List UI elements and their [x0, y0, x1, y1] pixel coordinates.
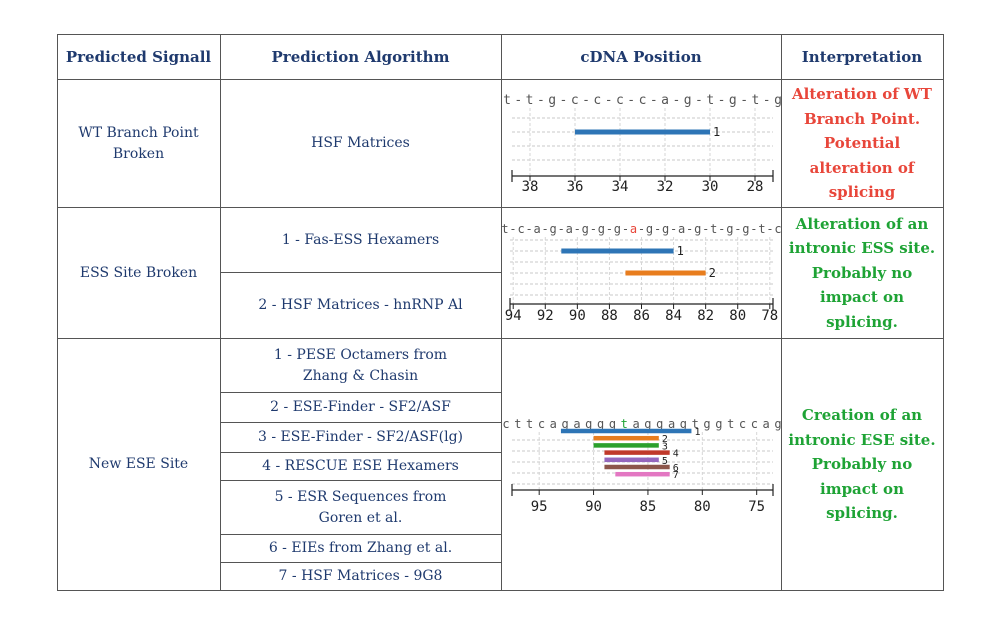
column-divider: [781, 34, 782, 591]
row3-algorithm-2: 2 - ESE-Finder - SF2/ASF: [270, 399, 451, 415]
row3-algorithm-5: 5 - ESR Sequences from Goren et al.: [274, 488, 447, 526]
sub-row-divider: [220, 534, 502, 535]
row-divider: [57, 207, 944, 208]
row1-interpretation: Alteration of WT Branch Point. Potential…: [792, 85, 932, 202]
row3-signal: New ESE Site: [88, 456, 189, 472]
header-interpretation: Interpretation: [801, 47, 923, 66]
row2-interpretation: Alteration of an intronic ESS site. Prob…: [788, 214, 936, 331]
table-border-bottom: [57, 590, 944, 591]
row2-algorithm-1: 1 - Fas-ESS Hexamers: [281, 231, 440, 248]
row-divider: [57, 338, 944, 339]
sub-row-divider: [220, 480, 502, 481]
sub-row-divider: [220, 452, 502, 453]
sub-row-divider: [220, 562, 502, 563]
table-border-top: [57, 34, 944, 35]
table-border-right: [943, 34, 944, 591]
header-prediction-algorithm: Prediction Algorithm: [271, 47, 450, 66]
row1-algorithm: HSF Matrices: [311, 135, 410, 151]
header-predicted-signal: Predicted Signall: [65, 47, 212, 66]
sub-row-divider: [220, 392, 502, 393]
row2-signal: ESS Site Broken: [79, 264, 198, 281]
row3-algorithm-1: 1 - PESE Octamers from Zhang & Chasin: [273, 346, 448, 384]
column-divider: [220, 34, 221, 591]
column-divider: [501, 34, 502, 591]
row3-algorithm-6: 6 - EIEs from Zhang et al.: [268, 540, 453, 556]
results-table: Predicted Signall Prediction Algorithm c…: [57, 34, 944, 591]
row3-algorithm-7: 7 - HSF Matrices - 9G8: [278, 568, 443, 584]
sub-row-divider: [220, 272, 502, 273]
sub-row-divider: [220, 422, 502, 423]
row2-algorithm-2: 2 - HSF Matrices - hnRNP Al: [258, 297, 463, 313]
row3-algorithm-4: 4 - RESCUE ESE Hexamers: [262, 458, 459, 474]
row3-algorithm-3: 3 - ESE-Finder - SF2/ASF(lg): [257, 429, 464, 445]
table-border-left: [57, 34, 58, 591]
row1-signal: WT Branch Point Broken: [78, 124, 199, 162]
header-divider: [57, 79, 944, 80]
row3-interpretation: Creation of an intronic ESE site. Probab…: [788, 406, 936, 523]
header-cdna-position: cDNA Position: [580, 47, 702, 66]
